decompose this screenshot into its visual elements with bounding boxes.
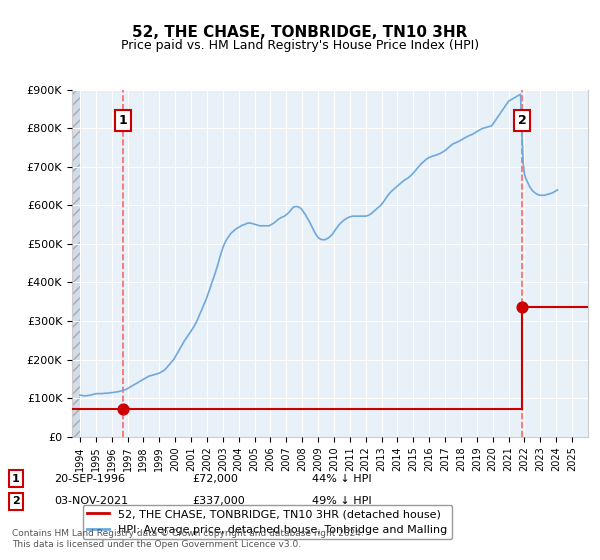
Text: 52, THE CHASE, TONBRIDGE, TN10 3HR: 52, THE CHASE, TONBRIDGE, TN10 3HR [133, 25, 467, 40]
Text: £337,000: £337,000 [192, 496, 245, 506]
Bar [72, 90, 80, 437]
Text: 2: 2 [12, 496, 20, 506]
Text: 1: 1 [119, 114, 127, 127]
Text: 49% ↓ HPI: 49% ↓ HPI [312, 496, 371, 506]
Legend: 52, THE CHASE, TONBRIDGE, TN10 3HR (detached house), HPI: Average price, detache: 52, THE CHASE, TONBRIDGE, TN10 3HR (deta… [83, 505, 452, 539]
Text: 44% ↓ HPI: 44% ↓ HPI [312, 474, 371, 484]
Text: Price paid vs. HM Land Registry's House Price Index (HPI): Price paid vs. HM Land Registry's House … [121, 39, 479, 52]
Text: £72,000: £72,000 [192, 474, 238, 484]
Point [517, 302, 527, 311]
Text: 2: 2 [518, 114, 526, 127]
Text: Contains HM Land Registry data © Crown copyright and database right 2024.
This d: Contains HM Land Registry data © Crown c… [12, 529, 364, 549]
Point [118, 404, 128, 413]
Text: 1: 1 [12, 474, 20, 484]
Text: 03-NOV-2021: 03-NOV-2021 [54, 496, 128, 506]
Text: 20-SEP-1996: 20-SEP-1996 [54, 474, 125, 484]
Bar [72, 90, 80, 437]
